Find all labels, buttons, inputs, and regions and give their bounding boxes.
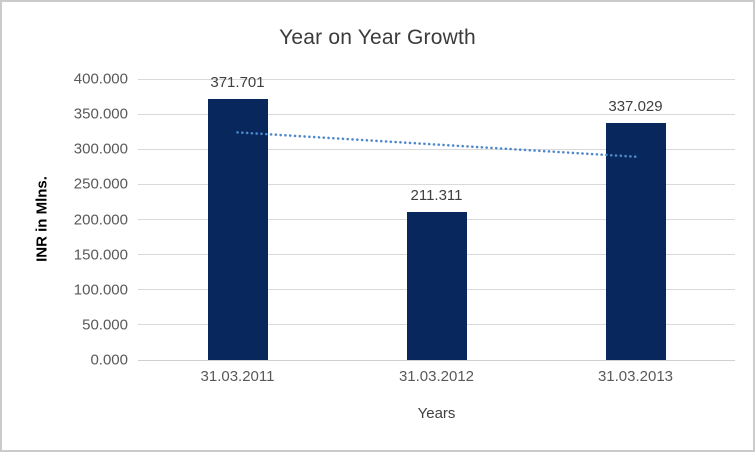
y-tick-label: 200.000 [73, 211, 128, 228]
data-label: 371.701 [210, 73, 265, 91]
data-label: 337.029 [608, 98, 663, 116]
bar-31.03.2011 [207, 98, 268, 360]
y-tick-label: 150.000 [73, 246, 128, 264]
gridline [138, 183, 735, 185]
x-axis-line [138, 359, 735, 361]
y-tick-label: 250.000 [73, 175, 128, 193]
x-tick-label: 31.03.2011 [200, 368, 275, 385]
y-tick-label: 0.000 [90, 351, 128, 369]
trendline-layer [236, 131, 637, 159]
y-tick-label: 350.000 [73, 105, 128, 123]
y-tick-label: 100.000 [73, 281, 128, 299]
x-tick-label: 31.03.2012 [398, 368, 475, 385]
plot-area: 0.000 50.000 100.000 150.000 200.000 250.000 3… [74, 71, 735, 369]
x-axis-title: Years [417, 405, 456, 422]
chart-title: Year on Year Growth [279, 26, 476, 49]
gridline [138, 113, 735, 115]
linear-trendline [236, 131, 637, 159]
gridline [138, 148, 735, 150]
data-label: 211.311 [410, 186, 463, 204]
gridline [138, 78, 735, 80]
y-tick-label: 400.000 [73, 70, 128, 88]
y-axis-title: INR in Mlns. [33, 176, 51, 262]
y-tick-label: 50.000 [82, 316, 128, 334]
bar-31.03.2012 [406, 211, 467, 360]
bar-31.03.2013 [605, 123, 666, 360]
y-tick-label: 300.000 [73, 140, 128, 158]
x-tick-label: 31.03.2013 [597, 368, 674, 385]
